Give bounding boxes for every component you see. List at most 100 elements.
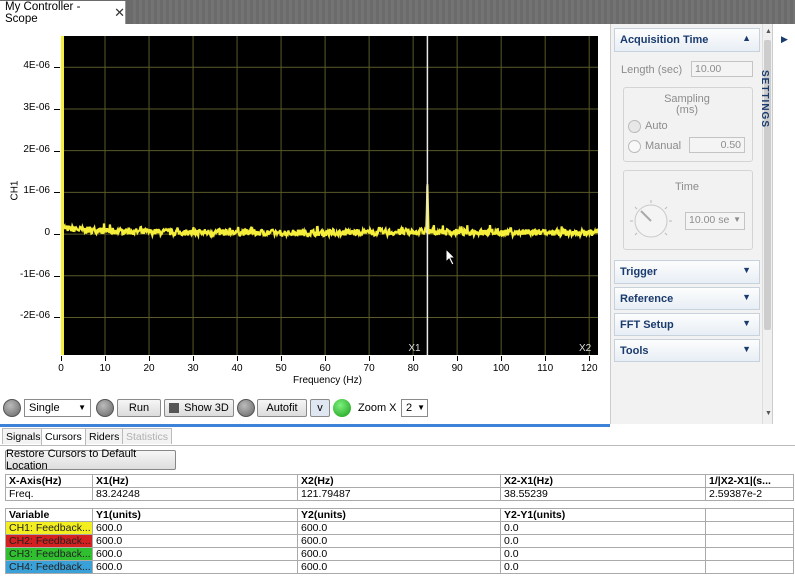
plot-grid — [61, 36, 598, 355]
chevron-right-icon[interactable]: ▶ — [781, 34, 788, 44]
table-cell: 600.0 — [92, 521, 298, 535]
table-cell: 0.0 — [500, 560, 706, 574]
settings-side-tab[interactable]: ▶ — [772, 24, 795, 424]
table-cell: 83.24248 — [92, 487, 298, 501]
section-acquisition-time[interactable]: Acquisition Time ▲ — [614, 28, 760, 52]
column-header: Y2(units) — [297, 508, 501, 522]
x-tick-label: 80 — [407, 363, 419, 374]
acquisition-mode-select[interactable]: Single ▼ — [24, 399, 91, 417]
x-tick-label: 20 — [143, 363, 155, 374]
series-line-ch1 — [61, 185, 598, 240]
settings-scrollbar[interactable]: ▲ ▼ — [762, 24, 773, 424]
settings-tab-label[interactable]: SETTINGS — [759, 70, 770, 129]
sampling-unit: (ms) — [676, 104, 698, 116]
sampling-label: Sampling — [664, 93, 710, 105]
scope-plot[interactable]: X1 X2 — [61, 36, 598, 355]
y-tick-mark — [54, 275, 60, 277]
manual-input[interactable]: 0.50 — [689, 137, 745, 153]
zoom-x-select[interactable]: 2 ▼ — [401, 399, 428, 417]
x-tick-mark — [61, 356, 62, 361]
length-input[interactable]: 10.00 — [691, 61, 753, 77]
table-row[interactable]: CH4: Feedback... 600.0 600.0 0.0 — [5, 560, 794, 574]
cursor-x1-label: X1 — [408, 343, 421, 354]
v-button[interactable]: v — [310, 399, 330, 417]
time-select[interactable]: 10.00 se ▼ — [685, 212, 745, 230]
panel-divider[interactable] — [0, 424, 610, 427]
manual-radio[interactable] — [628, 140, 641, 153]
table-header-row: Variable Y1(units) Y2(units) Y2-Y1(units… — [5, 508, 794, 522]
tab-signals[interactable]: Signals — [2, 428, 45, 444]
x-tick-label: 70 — [363, 363, 375, 374]
x-axis-label: Frequency (Hz) — [293, 375, 362, 386]
table-row[interactable]: CH1: Feedback... 600.0 600.0 0.0 — [5, 521, 794, 535]
column-header: Y1(units) — [92, 508, 298, 522]
x-tick-label: 100 — [492, 363, 510, 374]
time-knob-icon[interactable] — [627, 197, 675, 245]
auto-radio[interactable] — [628, 120, 641, 133]
run-indicator-icon — [96, 399, 114, 417]
restore-cursors-button[interactable]: Restore Cursors to Default Location — [5, 448, 176, 472]
section-fft-setup[interactable]: FFT Setup ▼ — [614, 313, 760, 336]
y-tick-label: -1E-06 — [19, 268, 50, 280]
table-row[interactable]: Freq. 83.24248 121.79487 38.55239 2.5938… — [5, 487, 794, 501]
table-cell — [705, 560, 794, 574]
x-tick-mark — [413, 356, 415, 361]
tab-riders[interactable]: Riders — [85, 428, 124, 444]
tab-cursors[interactable]: Cursors — [41, 428, 86, 445]
column-header: Y2-Y1(units) — [500, 508, 706, 522]
scroll-up-icon[interactable]: ▲ — [765, 28, 772, 35]
x-tick-label: 110 — [537, 363, 554, 374]
table-cell: 121.79487 — [297, 487, 501, 501]
y-tick-mark — [54, 192, 60, 194]
auto-label: Auto — [645, 120, 668, 132]
run-button[interactable]: Run — [117, 399, 161, 417]
x-tick-label: 40 — [231, 363, 243, 374]
y-tick-label: 3E-06 — [23, 101, 50, 113]
section-tools[interactable]: Tools ▼ — [614, 339, 760, 362]
y-tick-label: 0 — [44, 227, 50, 239]
table-cell: 600.0 — [92, 547, 298, 561]
table-cell: 600.0 — [297, 534, 501, 548]
column-header — [705, 508, 794, 522]
table-row[interactable]: CH3: Feedback... 600.0 600.0 0.0 — [5, 547, 794, 561]
section-trigger[interactable]: Trigger ▼ — [614, 260, 760, 284]
section-title: Tools — [620, 344, 649, 357]
channel-name-cell: CH2: Feedback... — [5, 534, 93, 548]
table-cell: 600.0 — [297, 560, 501, 574]
close-icon[interactable]: ✕ — [114, 4, 125, 20]
chevron-down-icon: ▼ — [742, 344, 751, 354]
chevron-down-icon: ▼ — [417, 403, 425, 412]
zoom-x-value: 2 — [406, 402, 413, 414]
tab-statistics[interactable]: Statistics — [122, 428, 173, 444]
acquisition-mode-value: Single — [29, 402, 60, 414]
show-3d-button[interactable]: Show 3D — [164, 399, 234, 417]
zoom-x-label: Zoom X — [358, 402, 397, 414]
scroll-down-icon[interactable]: ▼ — [765, 410, 772, 417]
section-title: Acquisition Time — [620, 34, 709, 46]
time-select-value: 10.00 se — [689, 214, 730, 226]
table-cell: 600.0 — [297, 547, 501, 561]
section-title: FFT Setup — [620, 318, 674, 331]
x-tick-label: 10 — [99, 363, 111, 374]
x-tick-label: 50 — [275, 363, 287, 374]
table-header-row: X-Axis(Hz) X1(Hz) X2(Hz) X2-X1(Hz) 1/|X2… — [5, 474, 794, 488]
tab-scope[interactable]: My Controller - Scope ✕ — [0, 1, 126, 25]
record-indicator-icon[interactable] — [3, 399, 21, 417]
table-cell — [705, 534, 794, 548]
scrollbar-thumb[interactable] — [764, 40, 771, 330]
table-cell: 0.0 — [500, 521, 706, 535]
x-tick-mark — [237, 356, 239, 361]
autofit-button[interactable]: Autofit — [257, 399, 307, 417]
length-label: Length (sec) — [621, 64, 683, 76]
table-cell — [705, 547, 794, 561]
table-row[interactable]: CH2: Feedback... 600.0 600.0 0.0 — [5, 534, 794, 548]
chevron-down-icon: ▼ — [742, 265, 751, 275]
manual-label: Manual — [645, 140, 682, 152]
section-reference[interactable]: Reference ▼ — [614, 287, 760, 310]
x-tick-mark — [457, 356, 459, 361]
column-header: X-Axis(Hz) — [5, 474, 93, 488]
chevron-up-icon: ▲ — [742, 33, 751, 43]
column-header: X1(Hz) — [92, 474, 298, 488]
plot-cursors[interactable]: X1 X2 — [408, 36, 592, 355]
x-tick-mark — [105, 356, 107, 361]
